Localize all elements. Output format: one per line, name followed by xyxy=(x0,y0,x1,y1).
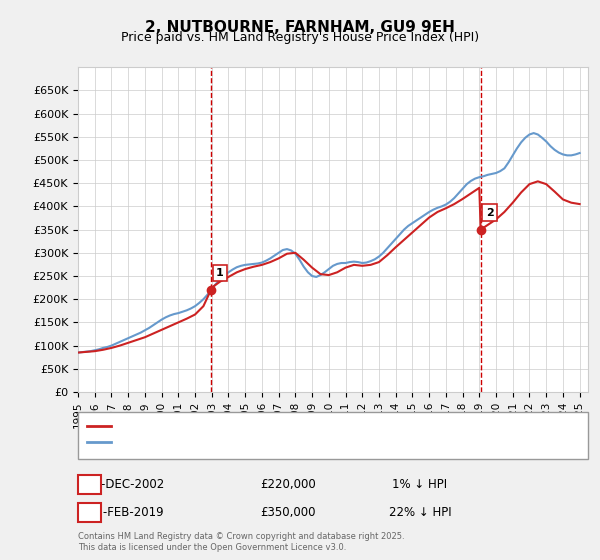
Text: Price paid vs. HM Land Registry's House Price Index (HPI): Price paid vs. HM Land Registry's House … xyxy=(121,31,479,44)
Text: £350,000: £350,000 xyxy=(260,506,316,519)
Text: Contains HM Land Registry data © Crown copyright and database right 2025.
This d: Contains HM Land Registry data © Crown c… xyxy=(78,532,404,552)
Text: 1% ↓ HPI: 1% ↓ HPI xyxy=(392,478,448,491)
Text: 12-DEC-2002: 12-DEC-2002 xyxy=(87,478,165,491)
Text: 22% ↓ HPI: 22% ↓ HPI xyxy=(389,506,451,519)
Text: 2, NUTBOURNE, FARNHAM, GU9 9EH (semi-detached house): 2, NUTBOURNE, FARNHAM, GU9 9EH (semi-det… xyxy=(117,421,430,431)
Text: 2, NUTBOURNE, FARNHAM, GU9 9EH: 2, NUTBOURNE, FARNHAM, GU9 9EH xyxy=(145,20,455,35)
Text: 2: 2 xyxy=(485,208,493,218)
Text: £220,000: £220,000 xyxy=(260,478,316,491)
Text: 1: 1 xyxy=(85,478,94,491)
Text: 1: 1 xyxy=(216,268,224,278)
Text: 2: 2 xyxy=(85,506,94,519)
Text: HPI: Average price, semi-detached house, Waverley: HPI: Average price, semi-detached house,… xyxy=(117,437,387,447)
Text: 01-FEB-2019: 01-FEB-2019 xyxy=(88,506,164,519)
